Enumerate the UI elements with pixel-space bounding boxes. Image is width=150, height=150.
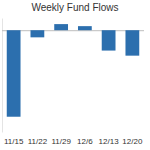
y-tick: [2, 30, 144, 31]
y-axis: [2, 19, 144, 133]
x-tick: 12/20: [122, 137, 143, 146]
bar: [30, 30, 44, 37]
x-tick: 12/6: [77, 137, 93, 146]
bar: [7, 30, 21, 117]
x-tick-label: 11/15: [4, 137, 24, 146]
x-tick-label: 12/20: [122, 137, 143, 146]
y-axis-line: [2, 19, 3, 133]
x-tick: 11/29: [51, 137, 71, 146]
x-tick: 11/15: [4, 137, 24, 146]
bar: [125, 30, 139, 55]
x-axis: 11/15 11/2211/29 12/6 12/1312/20: [4, 137, 143, 146]
zero-line: [2, 30, 144, 31]
bars: [7, 24, 140, 117]
x-tick: 12/13: [99, 137, 120, 146]
bar: [78, 26, 92, 30]
x-tick: 11/22: [28, 137, 48, 146]
title: Weekly Fund Flows: [31, 2, 118, 13]
x-tick-label: 12/6: [77, 137, 93, 146]
chart: 11/15 11/2211/29 12/6 12/1312/20 Weekly Fund…: [0, 0, 150, 150]
x-tick-label: 12/13: [99, 137, 120, 146]
bar: [102, 30, 116, 50]
bar: [54, 24, 68, 30]
x-tick-label: 11/22: [28, 137, 48, 146]
plot: 11/15 11/2211/29 12/6 12/1312/20: [2, 19, 144, 146]
x-tick-label: 11/29: [51, 137, 71, 146]
